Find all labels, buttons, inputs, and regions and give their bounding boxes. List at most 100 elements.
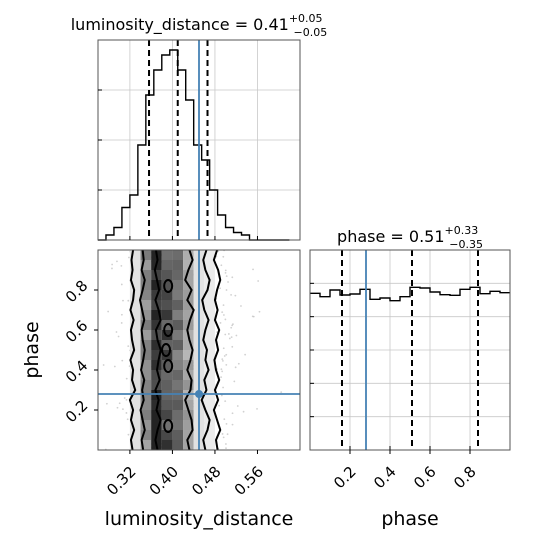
joint-sample-point (128, 256, 130, 259)
joint-density-cell (140, 380, 152, 390)
joint-density-cell (172, 410, 184, 420)
joint-sample-point (121, 359, 124, 362)
joint-sample-point (221, 433, 224, 435)
luminosity-distance-x-axis-label: luminosity_distance (105, 508, 294, 530)
joint-density-cell (129, 350, 141, 360)
joint-density-cell (161, 380, 173, 390)
joint-density-cell (172, 300, 184, 310)
joint-density-cell (172, 370, 184, 380)
joint-sample-point (225, 363, 228, 366)
joint-density-cell (172, 260, 184, 270)
joint-density-cell (183, 270, 194, 280)
joint-density-cell (140, 400, 152, 410)
phase-xtick-label-3: 0.8 (450, 463, 480, 493)
joint-sample-point (220, 264, 223, 267)
joint-density-cell (129, 420, 141, 430)
joint-sample-point (224, 318, 227, 321)
joint-density-cell (129, 260, 141, 270)
joint-sample-point (218, 404, 221, 407)
joint-density-cell (151, 320, 162, 330)
joint-density-cell (172, 320, 184, 330)
joint-density-cell (204, 330, 215, 340)
joint-sample-point (120, 283, 123, 286)
joint-density-cell (151, 420, 162, 430)
joint-density-cell (183, 340, 194, 350)
joint-density-cell (204, 440, 215, 450)
phase-title: phase = 0.51+0.33 −0.35 (337, 224, 483, 251)
joint-sample-point (222, 314, 225, 316)
joint-sample-point (225, 443, 227, 445)
joint-sample-point (116, 260, 118, 263)
joint-density-cell (140, 340, 152, 350)
joint-sample-point (227, 333, 230, 335)
joint-density-cell (161, 360, 173, 370)
phase-xtick-label-0: 0.2 (330, 463, 360, 493)
joint-density-cell (183, 400, 194, 410)
joint-sample-point (219, 322, 222, 324)
joint-density-cell (129, 270, 141, 280)
joint-density-cell (129, 320, 141, 330)
joint-density-cell (161, 420, 173, 430)
joint-density-cell (204, 260, 215, 270)
joint-sample-point (226, 433, 229, 436)
joint-density-cell (172, 360, 184, 370)
joint-density-cell (183, 310, 194, 320)
luminosity-distance-title-upper-error: +0.05 (289, 12, 323, 25)
luminosity-distance-title: luminosity_distance = 0.41+0.05 −0.05 (71, 12, 328, 39)
phase-ytick-label-3: 0.8 (62, 277, 92, 307)
joint-contour-inner-blob-4 (161, 343, 172, 357)
joint-density-cell (129, 330, 141, 340)
phase-histogram-panel: 0.2 0.4 0.6 0.8 phase = 0.51+0.33 −0.35 phas… (309, 224, 511, 530)
joint-density-cell (140, 390, 152, 400)
joint-sample-point (221, 359, 224, 362)
joint-density-cell (172, 390, 184, 400)
joint-density-cell (172, 270, 184, 280)
joint-sample-point (125, 377, 128, 380)
joint-contour-inner-left (153, 250, 162, 450)
joint-sample-point (222, 347, 225, 350)
joint-density-cell (129, 400, 141, 410)
joint-sample-point (126, 418, 129, 421)
joint-density-cell (140, 360, 152, 370)
joint-density-cell (172, 430, 184, 440)
joint-density-cell (129, 370, 141, 380)
joint-sample-point (240, 305, 242, 307)
joint-density-cell (183, 300, 194, 310)
joint-sample-point (228, 337, 231, 340)
ld-xtick-label-0: 0.32 (103, 463, 139, 499)
joint-density-cell (204, 360, 215, 370)
joint-sample-point (125, 398, 128, 401)
joint-sample-point (89, 349, 91, 351)
joint-density-cell (129, 390, 141, 400)
joint-contour-outer-right (212, 250, 222, 450)
joint-density-cell (204, 380, 215, 390)
joint-density-cell (172, 340, 184, 350)
joint-sample-point (111, 267, 113, 270)
joint-density-cell (204, 390, 215, 400)
joint-density-cell (172, 350, 184, 360)
luminosity-distance-x-ticks: 0.32 0.40 0.48 0.56 (103, 450, 267, 499)
joint-sample-point (225, 447, 227, 450)
ld-xtick-label-3: 0.56 (231, 463, 267, 499)
joint-density-cell (183, 380, 194, 390)
joint-density-cell (151, 370, 162, 380)
joint-sample-point (257, 280, 260, 282)
phase-quantile-lines (341, 250, 479, 450)
joint-sample-point (258, 310, 261, 313)
joint-sample-point (220, 376, 223, 379)
joint-sample-point (236, 405, 239, 407)
joint-density-cell (183, 350, 194, 360)
joint-sample-point (222, 386, 224, 389)
joint-sample-point (122, 408, 124, 411)
joint-sample-point (234, 366, 237, 369)
joint-sample-point (242, 410, 245, 413)
joint-density-cell (172, 310, 184, 320)
joint-density-cell (140, 430, 152, 440)
joint-density-cell (204, 410, 215, 420)
phase-ytick-label-1: 0.4 (62, 357, 92, 387)
joint-density-cell (204, 310, 215, 320)
joint-sample-point (115, 331, 118, 333)
joint-sample-point (222, 436, 225, 439)
joint-sample-point (244, 353, 247, 356)
